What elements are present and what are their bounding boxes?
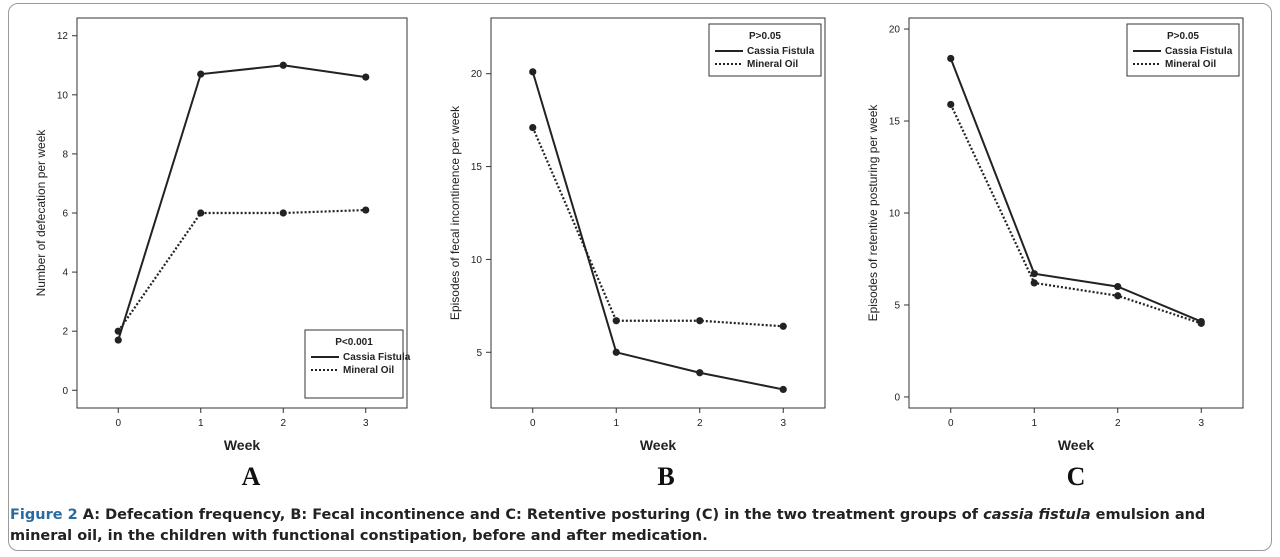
- data-point-cassia-fistula: [1114, 282, 1122, 291]
- caption-text-after: emulsion and mineral oil, in the childre…: [10, 507, 1206, 544]
- plot-area: [490, 17, 826, 409]
- chart-c-svg: 0 5 10 15 20 0 1 2 3 Week Episodes of retentive po…: [866, 17, 1244, 453]
- figure-caption: Figure 2 A: Defecation frequency, B: Fec…: [10, 505, 1260, 547]
- data-point-cassia-fistula: [197, 70, 205, 78]
- x-axis-title: Week: [640, 437, 677, 453]
- data-point-cassia-fistula: [947, 54, 955, 63]
- data-point-mineral-oil: [779, 322, 787, 330]
- y-axis-title: Episodes of retentive posturing per week: [866, 104, 880, 322]
- legend-title: P>0.05: [749, 31, 781, 42]
- x-tick-label: 0: [530, 418, 536, 429]
- data-point-mineral-oil: [1114, 292, 1122, 300]
- figure-number: Figure 2: [10, 507, 78, 523]
- y-tick-label: 8: [62, 149, 68, 160]
- x-tick-label: 1: [1031, 418, 1037, 429]
- y-tick-label: 15: [889, 117, 901, 128]
- y-tick-label: 12: [57, 31, 69, 42]
- data-point-cassia-fistula: [779, 385, 787, 394]
- data-point-cassia-fistula: [1030, 270, 1038, 278]
- data-point-mineral-oil: [114, 327, 122, 335]
- series-line-mineral-oil: [949, 103, 1202, 325]
- data-point-cassia-fistula: [362, 73, 370, 81]
- legend-entry: Mineral Oil: [1165, 59, 1216, 70]
- series-line-mineral-oil: [531, 127, 784, 328]
- legend-entry: Mineral Oil: [343, 365, 394, 376]
- data-point-mineral-oil: [279, 209, 287, 217]
- legend-entry: Cassia Fistula: [1165, 46, 1233, 57]
- y-tick-label: 20: [889, 25, 901, 36]
- y-tick-label: 6: [62, 209, 68, 220]
- chart-panel-b: 5 10 15 20 0 1 2 3 Week Episodes of fecal inconti…: [433, 8, 833, 463]
- y-axis-title: Episodes of fecal incontinence per week: [448, 105, 462, 320]
- legend-entry: Cassia Fistula: [343, 352, 411, 363]
- y-tick-label: 15: [471, 162, 483, 173]
- caption-text-before: A: Defecation frequency, B: Fecal incont…: [77, 507, 984, 523]
- data-point-cassia-fistula: [696, 369, 704, 377]
- x-tick-label: 2: [697, 418, 703, 429]
- y-tick-label: 10: [471, 255, 483, 266]
- legend-title: P<0.001: [335, 337, 373, 348]
- y-tick-label: 0: [894, 392, 900, 403]
- x-tick-label: 2: [280, 418, 286, 429]
- series-line-cassia-fistula: [531, 71, 784, 391]
- data-point-cassia-fistula: [279, 61, 287, 69]
- y-tick-label: 5: [476, 348, 482, 359]
- chart-panel-a: 0 2 4 6 8 10 12 0 1 2 3 Week Number of defecation pe…: [15, 8, 415, 463]
- panel-label-a: A: [241, 462, 261, 491]
- data-point-cassia-fistula: [529, 68, 537, 76]
- series-line-cassia-fistula: [117, 64, 366, 341]
- series-line-cassia-fistula: [949, 58, 1202, 323]
- x-axis-title: Week: [1058, 437, 1095, 453]
- y-tick-label: 20: [471, 69, 483, 80]
- x-tick-label: 3: [363, 418, 369, 429]
- y-tick-label: 0: [62, 386, 68, 397]
- data-point-mineral-oil: [1030, 279, 1038, 287]
- x-tick-label: 0: [115, 418, 121, 429]
- figure-frame: 0 2 4 6 8 10 12 0 1 2 3 Week Number of defecation pe…: [8, 3, 1272, 551]
- chart-b-svg: 5 10 15 20 0 1 2 3 Week Episodes of fecal inconti…: [448, 17, 826, 453]
- y-axis-title: Number of defecation per week: [34, 129, 48, 297]
- data-point-mineral-oil: [696, 317, 704, 325]
- y-tick-label: 10: [57, 90, 69, 101]
- y-tick-label: 5: [894, 300, 900, 311]
- panel-label-c: C: [1066, 462, 1086, 491]
- caption-italic: cassia fistula: [983, 507, 1091, 523]
- y-tick-label: 4: [62, 268, 68, 279]
- x-tick-label: 3: [1198, 418, 1204, 429]
- panel-label-b: B: [657, 462, 675, 491]
- x-tick-label: 0: [948, 418, 954, 429]
- data-point-mineral-oil: [197, 209, 205, 217]
- x-tick-label: 3: [780, 418, 786, 429]
- data-point-cassia-fistula: [114, 336, 122, 344]
- legend-entry: Cassia Fistula: [747, 46, 815, 57]
- x-tick-label: 1: [198, 418, 204, 429]
- y-tick-label: 10: [889, 209, 901, 220]
- data-point-mineral-oil: [947, 100, 955, 109]
- x-tick-label: 1: [613, 418, 619, 429]
- x-tick-label: 2: [1115, 418, 1121, 429]
- legend-entry: Mineral Oil: [747, 59, 798, 70]
- data-point-mineral-oil: [1197, 319, 1205, 327]
- data-point-mineral-oil: [362, 206, 370, 214]
- data-point-mineral-oil: [529, 123, 537, 132]
- chart-panel-c: 0 5 10 15 20 0 1 2 3 Week Episodes of retentive po…: [851, 8, 1251, 463]
- data-point-cassia-fistula: [612, 348, 620, 356]
- y-tick-label: 2: [62, 327, 68, 338]
- x-axis-title: Week: [224, 437, 261, 453]
- legend-box: [304, 329, 404, 399]
- legend-title: P>0.05: [1167, 31, 1199, 42]
- data-point-mineral-oil: [612, 317, 620, 325]
- series-line-mineral-oil: [117, 208, 366, 332]
